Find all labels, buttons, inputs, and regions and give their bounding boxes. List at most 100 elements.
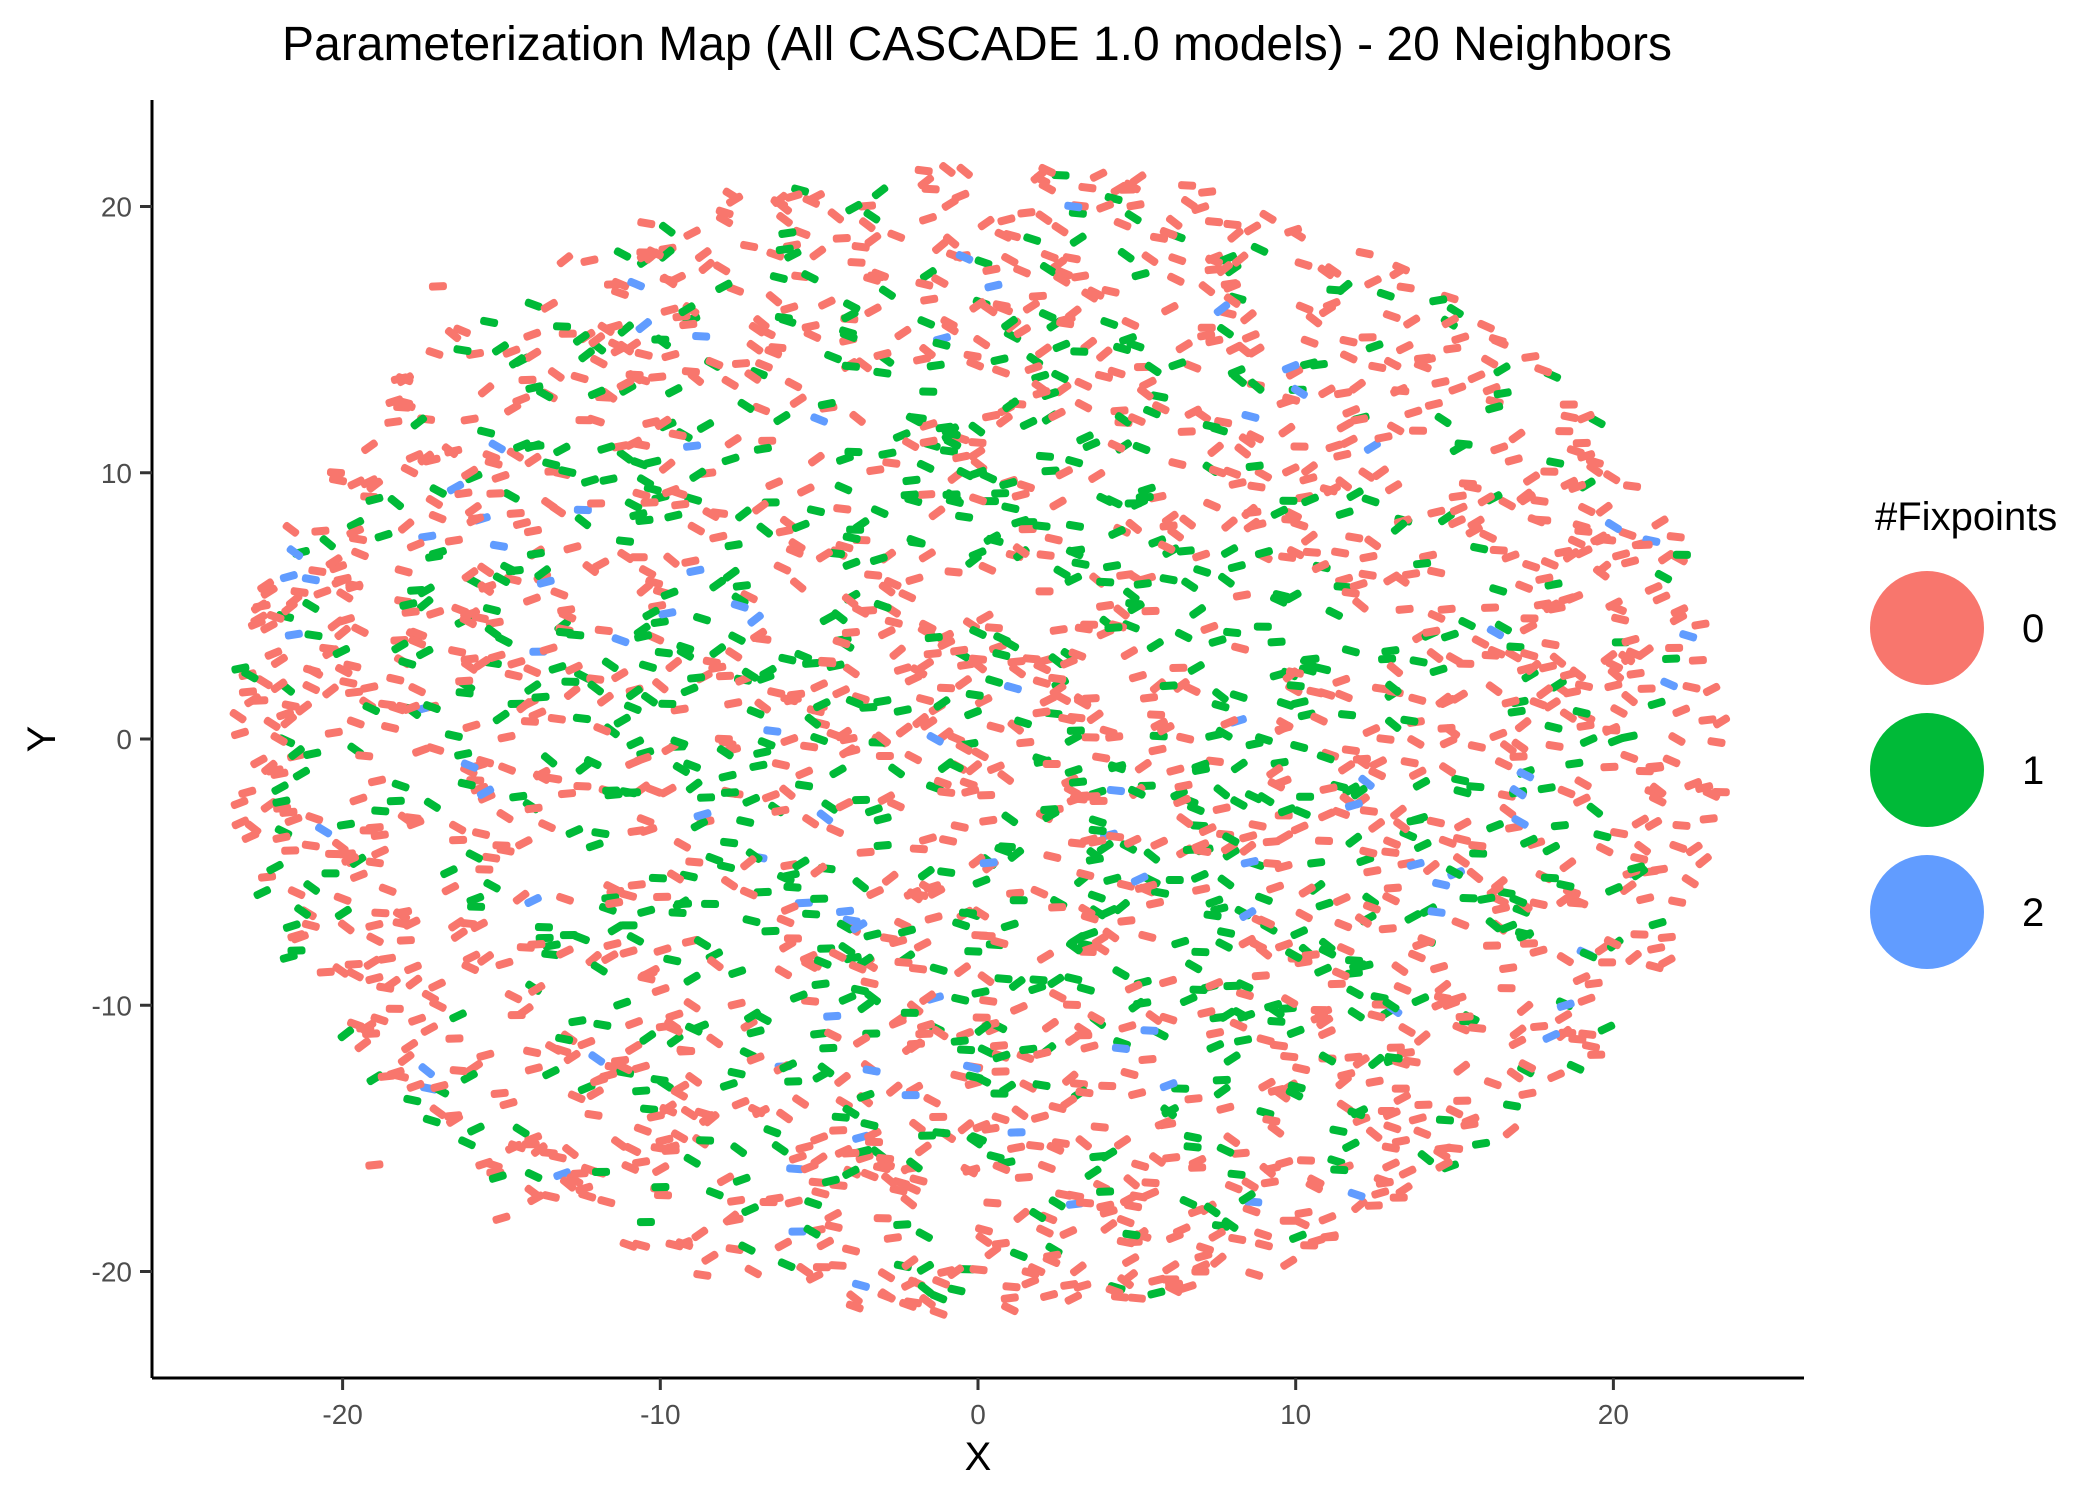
point-fixpoints-1: [956, 466, 975, 481]
point-fixpoints-0: [1100, 1219, 1118, 1234]
point-fixpoints-1: [1276, 698, 1295, 710]
point-fixpoints-2: [862, 1065, 881, 1076]
point-fixpoints-1: [574, 514, 592, 530]
point-fixpoints-0: [503, 401, 522, 416]
point-fixpoints-0: [1127, 1293, 1146, 1303]
point-fixpoints-0: [1359, 806, 1378, 816]
point-fixpoints-0: [231, 816, 250, 830]
point-fixpoints-0: [796, 1263, 814, 1278]
point-fixpoints-0: [1087, 1011, 1105, 1025]
point-fixpoints-0: [864, 1127, 882, 1141]
point-fixpoints-0: [1518, 491, 1536, 506]
point-fixpoints-0: [285, 592, 303, 609]
point-fixpoints-1: [1003, 329, 1022, 343]
point-fixpoints-0: [1158, 1119, 1177, 1130]
point-fixpoints-0: [931, 1025, 949, 1041]
point-fixpoints-1: [813, 956, 832, 969]
point-fixpoints-0: [1497, 984, 1516, 993]
point-fixpoints-1: [969, 626, 987, 639]
point-fixpoints-1: [1107, 761, 1126, 774]
point-fixpoints-0: [1245, 1268, 1264, 1280]
point-fixpoints-0: [1522, 560, 1541, 572]
point-fixpoints-0: [1453, 1096, 1472, 1105]
point-fixpoints-0: [927, 885, 946, 899]
point-fixpoints-1: [1325, 606, 1344, 620]
point-fixpoints-0: [919, 344, 936, 360]
point-fixpoints-0: [986, 761, 1005, 774]
point-fixpoints-0: [1022, 299, 1040, 314]
point-fixpoints-1: [1040, 805, 1059, 815]
point-fixpoints-0: [1648, 793, 1667, 807]
point-fixpoints-0: [426, 607, 445, 619]
point-fixpoints-0: [1668, 896, 1687, 907]
point-fixpoints-0: [1059, 656, 1078, 669]
point-fixpoints-1: [888, 763, 906, 779]
point-fixpoints-0: [387, 702, 406, 715]
point-fixpoints-0: [1056, 318, 1075, 329]
point-fixpoints-0: [383, 975, 401, 991]
point-fixpoints-0: [1630, 930, 1649, 939]
point-fixpoints-0: [408, 683, 426, 697]
point-fixpoints-1: [1048, 1196, 1066, 1211]
point-fixpoints-0: [893, 663, 912, 675]
point-fixpoints-0: [281, 846, 300, 855]
point-fixpoints-0: [1121, 317, 1140, 330]
point-fixpoints-0: [1239, 840, 1257, 856]
point-fixpoints-2: [926, 732, 944, 746]
point-fixpoints-0: [1454, 817, 1472, 832]
point-fixpoints-1: [1429, 295, 1448, 306]
point-fixpoints-1: [664, 510, 683, 522]
point-fixpoints-0: [1559, 857, 1577, 873]
point-fixpoints-0: [1545, 740, 1564, 751]
point-fixpoints-0: [1038, 163, 1056, 177]
point-fixpoints-2: [1213, 301, 1231, 317]
point-fixpoints-0: [997, 214, 1016, 226]
point-fixpoints-1: [754, 1011, 772, 1026]
point-fixpoints-1: [1203, 1202, 1221, 1218]
point-fixpoints-1: [526, 548, 545, 559]
point-fixpoints-0: [1150, 717, 1169, 731]
point-fixpoints-1: [1230, 758, 1248, 774]
point-fixpoints-1: [834, 481, 853, 495]
point-fixpoints-0: [977, 215, 995, 231]
point-fixpoints-1: [1267, 1016, 1286, 1026]
point-fixpoints-2: [851, 1279, 870, 1291]
point-fixpoints-1: [1385, 680, 1402, 696]
point-fixpoints-1: [683, 1153, 701, 1168]
point-fixpoints-0: [866, 465, 885, 476]
point-fixpoints-0: [470, 918, 488, 933]
point-fixpoints-1: [804, 713, 822, 729]
point-fixpoints-1: [666, 1032, 684, 1048]
point-fixpoints-0: [833, 504, 852, 514]
point-fixpoints-1: [1113, 899, 1130, 915]
point-fixpoints-1: [1223, 1051, 1241, 1066]
point-fixpoints-0: [1238, 433, 1256, 448]
point-fixpoints-1: [1284, 948, 1303, 962]
point-fixpoints-0: [944, 567, 963, 577]
point-fixpoints-0: [758, 325, 776, 340]
point-fixpoints-0: [1200, 621, 1219, 634]
point-fixpoints-0: [1323, 483, 1341, 497]
point-fixpoints-0: [720, 876, 739, 891]
point-fixpoints-0: [1568, 1034, 1587, 1044]
point-fixpoints-1: [292, 766, 311, 781]
point-fixpoints-1: [1381, 646, 1400, 656]
point-fixpoints-1: [1168, 358, 1187, 371]
point-fixpoints-1: [1051, 369, 1069, 384]
point-fixpoints-1: [1210, 903, 1229, 915]
point-fixpoints-1: [1103, 873, 1122, 885]
point-fixpoints-0: [978, 561, 997, 575]
point-fixpoints-0: [257, 872, 277, 882]
point-fixpoints-0: [454, 488, 473, 499]
point-fixpoints-0: [968, 446, 986, 461]
point-fixpoints-1: [1212, 1075, 1231, 1085]
point-fixpoints-0: [1560, 476, 1579, 490]
point-fixpoints-1: [319, 535, 336, 551]
point-fixpoints-0: [834, 726, 853, 742]
point-fixpoints-0: [783, 934, 802, 943]
point-fixpoints-0: [969, 1265, 988, 1275]
point-fixpoints-1: [1654, 569, 1673, 584]
point-fixpoints-1: [1023, 233, 1042, 245]
point-fixpoints-0: [1311, 560, 1330, 574]
point-fixpoints-1: [1096, 577, 1115, 587]
